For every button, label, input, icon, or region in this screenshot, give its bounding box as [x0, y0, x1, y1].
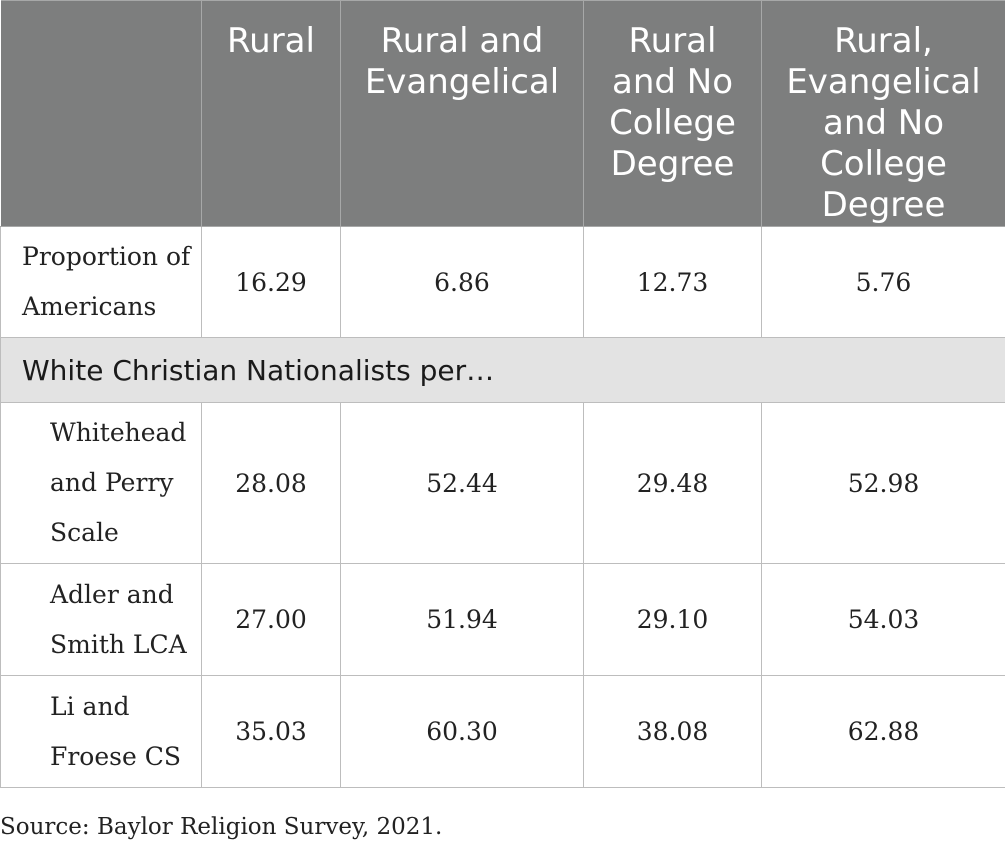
table-cell: 54.03	[761, 563, 1005, 676]
row-label-line: Americans	[22, 292, 157, 321]
table-cell: 27.00	[201, 563, 341, 676]
table-cell: 51.94	[340, 563, 584, 676]
header-line: Rural and	[380, 21, 544, 61]
header-line: Rural	[227, 21, 315, 61]
table-cell: 29.48	[583, 402, 762, 564]
row-label-line: Smith LCA	[50, 629, 187, 659]
row-label-line: Scale	[50, 518, 119, 547]
header-line: Evangelical	[364, 62, 560, 102]
header-line: and No	[611, 62, 733, 102]
table-cell: 29.10	[583, 563, 762, 676]
table-cell: 16.29	[201, 226, 341, 338]
header-rural: Rural	[201, 0, 341, 227]
header-corner-cell	[0, 0, 202, 227]
header-line: Rural	[628, 21, 717, 61]
row-label: Proportion of Americans	[0, 226, 202, 338]
header-row: Rural Rural and Evangelical Rural and No…	[0, 0, 1005, 227]
table-cell: 12.73	[583, 226, 762, 338]
table-cell: 35.03	[201, 675, 341, 788]
row-label-line: Froese CS	[50, 741, 181, 771]
header-line: and No	[822, 103, 944, 143]
header-line: Rural,	[834, 21, 933, 61]
row-label-line: and Perry	[50, 468, 174, 497]
table-cell: 5.76	[761, 226, 1005, 338]
row-label: Li and Froese CS	[0, 675, 202, 788]
row-label: Whitehead and Perry Scale	[0, 402, 202, 564]
table-cell: 52.98	[761, 402, 1005, 564]
row-label-line: Whitehead	[50, 418, 187, 447]
table-cell: 62.88	[761, 675, 1005, 788]
table-cell: 52.44	[340, 402, 584, 564]
header-line: Degree	[821, 185, 946, 225]
row-label-line: Li and	[50, 691, 130, 721]
row-label-line: Proportion of	[22, 242, 191, 271]
header-rural-no-college: Rural and No College Degree	[583, 0, 762, 227]
table-row: Li and Froese CS 35.03 60.30 38.08 62.88	[0, 675, 1005, 788]
data-table: Rural Rural and Evangelical Rural and No…	[0, 0, 1005, 788]
table-row: Adler and Smith LCA 27.00 51.94 29.10 54…	[0, 563, 1005, 676]
header-line: Degree	[610, 144, 735, 184]
header-rural-evangelical-no-college: Rural, Evangelical and No College Degree	[761, 0, 1005, 227]
header-line: Evangelical	[786, 62, 981, 102]
header-line: College	[820, 144, 947, 184]
table-row: Whitehead and Perry Scale 28.08 52.44 29…	[0, 402, 1005, 564]
section-heading: White Christian Nationalists per…	[0, 337, 1005, 403]
row-label: Adler and Smith LCA	[0, 563, 202, 676]
table-cell: 28.08	[201, 402, 341, 564]
table-row-proportion: Proportion of Americans 16.29 6.86 12.73…	[0, 226, 1005, 338]
table-cell: 6.86	[340, 226, 584, 338]
header-rural-evangelical: Rural and Evangelical	[340, 0, 584, 227]
source-note: Source: Baylor Religion Survey, 2021.	[0, 814, 443, 840]
header-line: College	[609, 103, 736, 143]
section-heading-row: White Christian Nationalists per…	[0, 337, 1005, 403]
row-label-line: Adler and	[50, 579, 174, 609]
table-cell: 38.08	[583, 675, 762, 788]
table-cell: 60.30	[340, 675, 584, 788]
